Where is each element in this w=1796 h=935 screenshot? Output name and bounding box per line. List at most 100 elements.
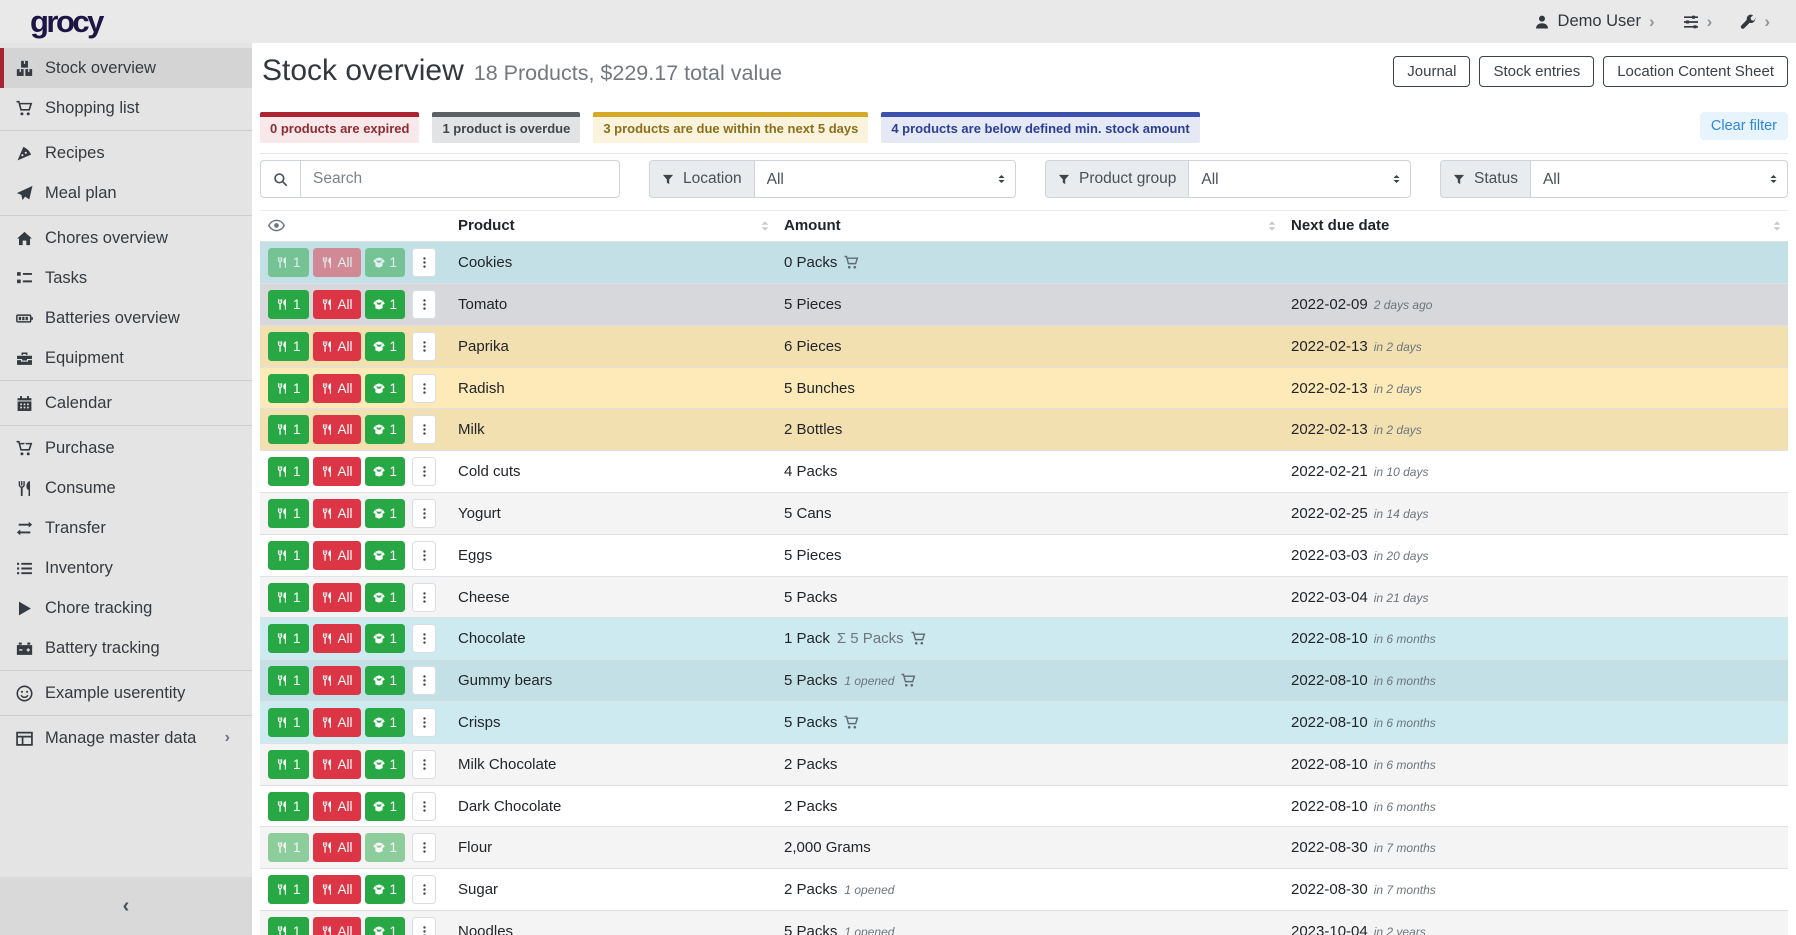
- row-menu-button[interactable]: [412, 540, 437, 570]
- sidebar-item-example-userentity[interactable]: Example userentity: [0, 673, 252, 713]
- location-select[interactable]: All: [753, 160, 1016, 199]
- product-name-cell[interactable]: Sugar: [450, 868, 776, 911]
- product-name-cell[interactable]: Radish: [450, 366, 776, 409]
- open-one-button[interactable]: 1: [364, 415, 406, 445]
- consume-one-button[interactable]: 1: [268, 624, 309, 654]
- row-menu-button[interactable]: [412, 248, 437, 278]
- consume-all-button[interactable]: All: [312, 582, 361, 612]
- row-menu-button[interactable]: [412, 624, 437, 654]
- row-menu-button[interactable]: [412, 373, 437, 403]
- open-one-button[interactable]: 1: [364, 833, 406, 863]
- consume-all-button[interactable]: All: [312, 749, 361, 779]
- consume-all-button[interactable]: All: [312, 791, 361, 821]
- row-menu-button[interactable]: [412, 875, 437, 905]
- consume-one-button[interactable]: 1: [268, 707, 309, 737]
- consume-one-button[interactable]: 1: [268, 373, 309, 403]
- sidebar-item-equipment[interactable]: Equipment: [0, 338, 252, 378]
- row-menu-button[interactable]: [412, 666, 437, 696]
- consume-one-button[interactable]: 1: [268, 248, 309, 278]
- sidebar-item-battery-tracking[interactable]: Battery tracking: [0, 628, 252, 668]
- open-one-button[interactable]: 1: [364, 289, 406, 319]
- consume-one-button[interactable]: 1: [268, 457, 309, 487]
- sidebar-item-stock-overview[interactable]: Stock overview: [0, 48, 252, 88]
- sidebar-collapse-button[interactable]: ‹: [0, 877, 252, 935]
- product-name-cell[interactable]: Milk Chocolate: [450, 742, 776, 786]
- open-one-button[interactable]: 1: [364, 540, 406, 570]
- row-menu-button[interactable]: [412, 457, 437, 487]
- clear-filter-button[interactable]: Clear filter: [1699, 112, 1788, 140]
- consume-all-button[interactable]: All: [312, 833, 361, 863]
- product-group-select[interactable]: All: [1188, 160, 1411, 199]
- consume-one-button[interactable]: 1: [268, 791, 309, 821]
- sidebar-item-recipes[interactable]: Recipes: [0, 133, 252, 173]
- consume-all-button[interactable]: All: [312, 457, 361, 487]
- consume-all-button[interactable]: All: [312, 624, 361, 654]
- user-menu[interactable]: Demo User ›: [1534, 12, 1655, 31]
- journal-button[interactable]: Journal: [1393, 56, 1471, 87]
- consume-all-button[interactable]: All: [312, 707, 361, 737]
- open-one-button[interactable]: 1: [364, 373, 406, 403]
- open-one-button[interactable]: 1: [364, 707, 406, 737]
- product-name-cell[interactable]: Cold cuts: [450, 450, 776, 493]
- open-one-button[interactable]: 1: [364, 498, 406, 528]
- consume-all-button[interactable]: All: [312, 373, 361, 403]
- open-one-button[interactable]: 1: [364, 624, 406, 654]
- search-input[interactable]: [300, 160, 620, 199]
- open-one-button[interactable]: 1: [364, 749, 406, 779]
- open-one-button[interactable]: 1: [364, 791, 406, 821]
- row-menu-button[interactable]: [412, 707, 437, 737]
- amount-column-header[interactable]: Amount: [776, 210, 1283, 243]
- consume-one-button[interactable]: 1: [268, 289, 309, 319]
- consume-all-button[interactable]: All: [312, 331, 361, 361]
- consume-all-button[interactable]: All: [312, 540, 361, 570]
- app-logo[interactable]: grocy: [30, 4, 104, 39]
- product-name-cell[interactable]: Milk: [450, 408, 776, 451]
- location-content-sheet-button[interactable]: Location Content Sheet: [1603, 56, 1788, 87]
- row-menu-button[interactable]: [412, 791, 437, 821]
- badge-expired[interactable]: 0 products are expired: [260, 112, 420, 144]
- product-name-cell[interactable]: Chocolate: [450, 617, 776, 660]
- consume-one-button[interactable]: 1: [268, 415, 309, 445]
- sidebar-item-batteries-overview[interactable]: Batteries overview: [0, 298, 252, 338]
- sidebar-item-shopping-list[interactable]: Shopping list: [0, 88, 252, 128]
- row-menu-button[interactable]: [412, 749, 437, 779]
- row-menu-button[interactable]: [412, 331, 437, 361]
- consume-all-button[interactable]: All: [312, 875, 361, 905]
- product-name-cell[interactable]: Dark Chocolate: [450, 784, 776, 827]
- visibility-column-header[interactable]: [260, 210, 450, 243]
- open-one-button[interactable]: 1: [364, 331, 406, 361]
- open-one-button[interactable]: 1: [364, 917, 406, 935]
- row-menu-button[interactable]: [412, 415, 437, 445]
- open-one-button[interactable]: 1: [364, 457, 406, 487]
- product-name-cell[interactable]: Crisps: [450, 701, 776, 744]
- sidebar-item-consume[interactable]: Consume: [0, 468, 252, 508]
- product-name-cell[interactable]: Cheese: [450, 575, 776, 618]
- product-name-cell[interactable]: Flour: [450, 826, 776, 869]
- product-name-cell[interactable]: Tomato: [450, 283, 776, 326]
- badge-overdue[interactable]: 1 product is overdue: [432, 112, 581, 144]
- consume-one-button[interactable]: 1: [268, 540, 309, 570]
- consume-all-button[interactable]: All: [312, 666, 361, 696]
- sidebar-item-calendar[interactable]: Calendar: [0, 383, 252, 423]
- product-name-cell[interactable]: Gummy bears: [450, 659, 776, 702]
- sidebar-item-chores-overview[interactable]: Chores overview: [0, 218, 252, 258]
- open-one-button[interactable]: 1: [364, 248, 406, 278]
- consume-one-button[interactable]: 1: [268, 875, 309, 905]
- badge-due-soon[interactable]: 3 products are due within the next 5 day…: [593, 112, 869, 144]
- product-name-cell[interactable]: Yogurt: [450, 492, 776, 535]
- consume-one-button[interactable]: 1: [268, 666, 309, 696]
- sidebar-item-manage-master-data[interactable]: Manage master data ›: [0, 718, 252, 758]
- product-name-cell[interactable]: Cookies: [450, 241, 776, 284]
- open-one-button[interactable]: 1: [364, 582, 406, 612]
- consume-one-button[interactable]: 1: [268, 331, 309, 361]
- open-one-button[interactable]: 1: [364, 875, 406, 905]
- sidebar-item-transfer[interactable]: Transfer: [0, 508, 252, 548]
- row-menu-button[interactable]: [412, 833, 437, 863]
- sidebar-item-meal-plan[interactable]: Meal plan: [0, 173, 252, 213]
- consume-one-button[interactable]: 1: [268, 498, 309, 528]
- badge-below-min-stock[interactable]: 4 products are below defined min. stock …: [881, 112, 1200, 144]
- row-menu-button[interactable]: [412, 289, 437, 319]
- open-one-button[interactable]: 1: [364, 666, 406, 696]
- product-name-cell[interactable]: Noodles: [450, 910, 776, 935]
- admin-menu[interactable]: ›: [1740, 13, 1770, 30]
